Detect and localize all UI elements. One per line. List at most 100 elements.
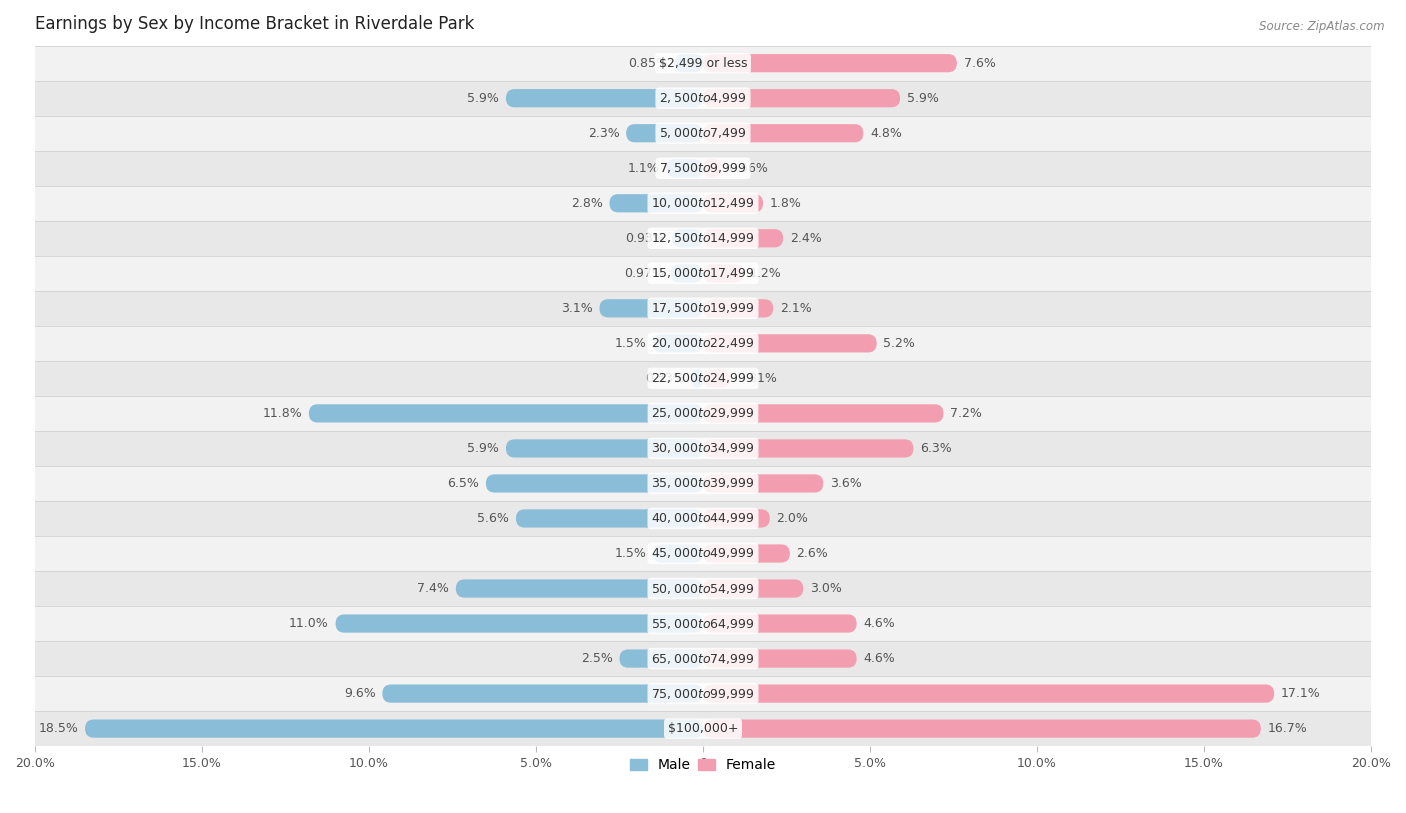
Text: $40,000 to $44,999: $40,000 to $44,999	[651, 511, 755, 525]
Text: Source: ZipAtlas.com: Source: ZipAtlas.com	[1260, 20, 1385, 33]
Bar	[35, 396, 1371, 431]
Bar	[35, 361, 1371, 396]
Text: 5.9%: 5.9%	[467, 92, 499, 105]
Text: $45,000 to $49,999: $45,000 to $49,999	[651, 546, 755, 560]
FancyBboxPatch shape	[652, 545, 703, 563]
Text: $35,000 to $39,999: $35,000 to $39,999	[651, 476, 755, 490]
Text: $65,000 to $74,999: $65,000 to $74,999	[651, 651, 755, 666]
Bar	[35, 115, 1371, 150]
FancyBboxPatch shape	[703, 650, 856, 667]
Text: 11.0%: 11.0%	[290, 617, 329, 630]
Text: 9.6%: 9.6%	[344, 687, 375, 700]
FancyBboxPatch shape	[703, 159, 721, 177]
FancyBboxPatch shape	[703, 404, 943, 423]
Text: Earnings by Sex by Income Bracket in Riverdale Park: Earnings by Sex by Income Bracket in Riv…	[35, 15, 474, 33]
Bar	[35, 221, 1371, 256]
Text: 3.0%: 3.0%	[810, 582, 842, 595]
Text: $50,000 to $54,999: $50,000 to $54,999	[651, 581, 755, 595]
Text: 1.8%: 1.8%	[770, 197, 801, 210]
FancyBboxPatch shape	[703, 685, 1274, 702]
FancyBboxPatch shape	[675, 54, 703, 72]
Text: 0.93%: 0.93%	[626, 232, 665, 245]
Text: 4.6%: 4.6%	[863, 652, 896, 665]
Text: $55,000 to $64,999: $55,000 to $64,999	[651, 616, 755, 631]
FancyBboxPatch shape	[703, 229, 783, 247]
Text: $12,500 to $14,999: $12,500 to $14,999	[651, 231, 755, 246]
Bar	[35, 641, 1371, 676]
FancyBboxPatch shape	[703, 194, 763, 212]
FancyBboxPatch shape	[703, 439, 914, 458]
FancyBboxPatch shape	[626, 124, 703, 142]
Bar	[35, 466, 1371, 501]
FancyBboxPatch shape	[703, 264, 744, 282]
FancyBboxPatch shape	[486, 474, 703, 493]
Text: 0.33%: 0.33%	[645, 372, 685, 385]
FancyBboxPatch shape	[703, 334, 877, 353]
Text: $22,500 to $24,999: $22,500 to $24,999	[651, 372, 755, 385]
FancyBboxPatch shape	[382, 685, 703, 702]
Text: 1.5%: 1.5%	[614, 547, 647, 560]
FancyBboxPatch shape	[703, 615, 856, 633]
FancyBboxPatch shape	[506, 439, 703, 458]
Bar	[35, 256, 1371, 291]
FancyBboxPatch shape	[703, 720, 1261, 737]
Bar	[35, 150, 1371, 185]
Text: 18.5%: 18.5%	[38, 722, 79, 735]
FancyBboxPatch shape	[666, 159, 703, 177]
Bar	[35, 536, 1371, 571]
Text: 2.6%: 2.6%	[797, 547, 828, 560]
FancyBboxPatch shape	[703, 510, 770, 528]
Text: 0.56%: 0.56%	[728, 162, 768, 175]
Text: 1.5%: 1.5%	[614, 337, 647, 350]
Text: 5.9%: 5.9%	[907, 92, 939, 105]
FancyBboxPatch shape	[703, 89, 900, 107]
Text: 7.2%: 7.2%	[950, 407, 981, 420]
FancyBboxPatch shape	[703, 474, 824, 493]
Text: $10,000 to $12,499: $10,000 to $12,499	[651, 196, 755, 211]
Text: 4.6%: 4.6%	[863, 617, 896, 630]
Text: $5,000 to $7,499: $5,000 to $7,499	[659, 126, 747, 140]
FancyBboxPatch shape	[692, 369, 703, 388]
Text: $2,500 to $4,999: $2,500 to $4,999	[659, 91, 747, 105]
Text: $7,500 to $9,999: $7,500 to $9,999	[659, 161, 747, 176]
Text: $75,000 to $99,999: $75,000 to $99,999	[651, 687, 755, 701]
Text: 0.85%: 0.85%	[628, 57, 668, 70]
FancyBboxPatch shape	[599, 299, 703, 317]
Bar	[35, 46, 1371, 80]
Text: 2.1%: 2.1%	[780, 302, 811, 315]
FancyBboxPatch shape	[506, 89, 703, 107]
FancyBboxPatch shape	[703, 299, 773, 317]
FancyBboxPatch shape	[703, 545, 790, 563]
Bar	[35, 291, 1371, 326]
Text: 6.5%: 6.5%	[447, 477, 479, 490]
Text: 16.7%: 16.7%	[1268, 722, 1308, 735]
Text: 2.3%: 2.3%	[588, 127, 620, 140]
Text: 7.4%: 7.4%	[418, 582, 449, 595]
Text: 0.81%: 0.81%	[737, 372, 776, 385]
Text: $30,000 to $34,999: $30,000 to $34,999	[651, 441, 755, 455]
Text: 2.8%: 2.8%	[571, 197, 603, 210]
Text: 3.1%: 3.1%	[561, 302, 593, 315]
Bar	[35, 326, 1371, 361]
Text: 1.2%: 1.2%	[749, 267, 782, 280]
FancyBboxPatch shape	[703, 369, 730, 388]
FancyBboxPatch shape	[336, 615, 703, 633]
Bar	[35, 676, 1371, 711]
FancyBboxPatch shape	[456, 580, 703, 598]
Legend: Male, Female: Male, Female	[624, 753, 782, 778]
Bar	[35, 501, 1371, 536]
Text: 0.97%: 0.97%	[624, 267, 664, 280]
FancyBboxPatch shape	[620, 650, 703, 667]
Text: 6.3%: 6.3%	[920, 442, 952, 455]
Text: 2.5%: 2.5%	[581, 652, 613, 665]
FancyBboxPatch shape	[672, 229, 703, 247]
Text: $100,000+: $100,000+	[668, 722, 738, 735]
Text: $2,499 or less: $2,499 or less	[659, 57, 747, 70]
Text: 11.8%: 11.8%	[263, 407, 302, 420]
Text: 1.1%: 1.1%	[628, 162, 659, 175]
Text: $25,000 to $29,999: $25,000 to $29,999	[651, 406, 755, 420]
Text: $20,000 to $22,499: $20,000 to $22,499	[651, 337, 755, 350]
Text: 3.6%: 3.6%	[830, 477, 862, 490]
FancyBboxPatch shape	[652, 334, 703, 353]
FancyBboxPatch shape	[84, 720, 703, 737]
